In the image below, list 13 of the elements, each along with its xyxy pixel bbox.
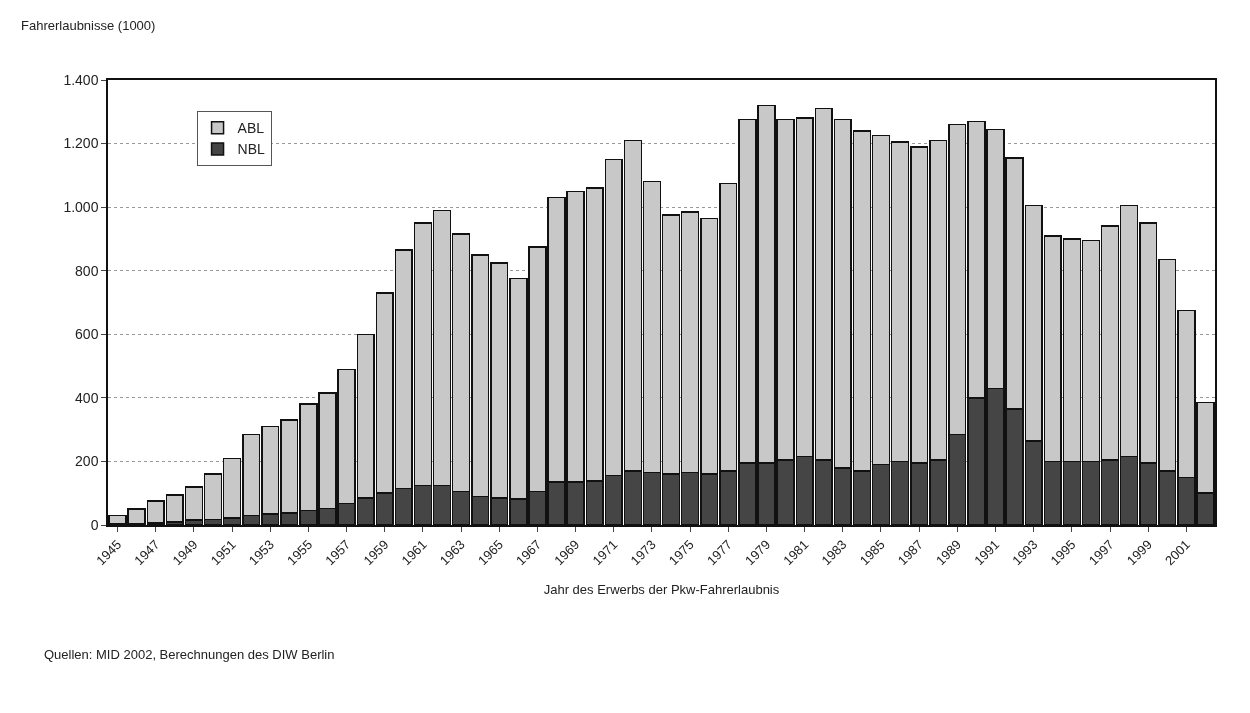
legend-label: NBL bbox=[237, 141, 266, 158]
y-tick-label: 800 bbox=[75, 262, 99, 279]
y-tick-label: 400 bbox=[75, 389, 99, 406]
x-axis-title: Jahr des Erwerbs der Pkw-Fahrerlaubnis bbox=[543, 582, 780, 598]
y-axis-title: Fahrerlaubnisse (1000) bbox=[21, 18, 156, 33]
y-tick-label: 600 bbox=[75, 326, 99, 343]
source-note: Quellen: MID 2002, Berechnungen des DIW Berlin bbox=[44, 647, 335, 662]
y-tick-label: 200 bbox=[75, 453, 99, 470]
y-tick-label: 1.200 bbox=[63, 135, 99, 152]
legend-label: ABL bbox=[237, 120, 265, 137]
y-tick-label: 0 bbox=[90, 516, 99, 533]
y-tick-label: 1.000 bbox=[63, 199, 99, 216]
y-tick-label: 1.400 bbox=[63, 71, 99, 88]
